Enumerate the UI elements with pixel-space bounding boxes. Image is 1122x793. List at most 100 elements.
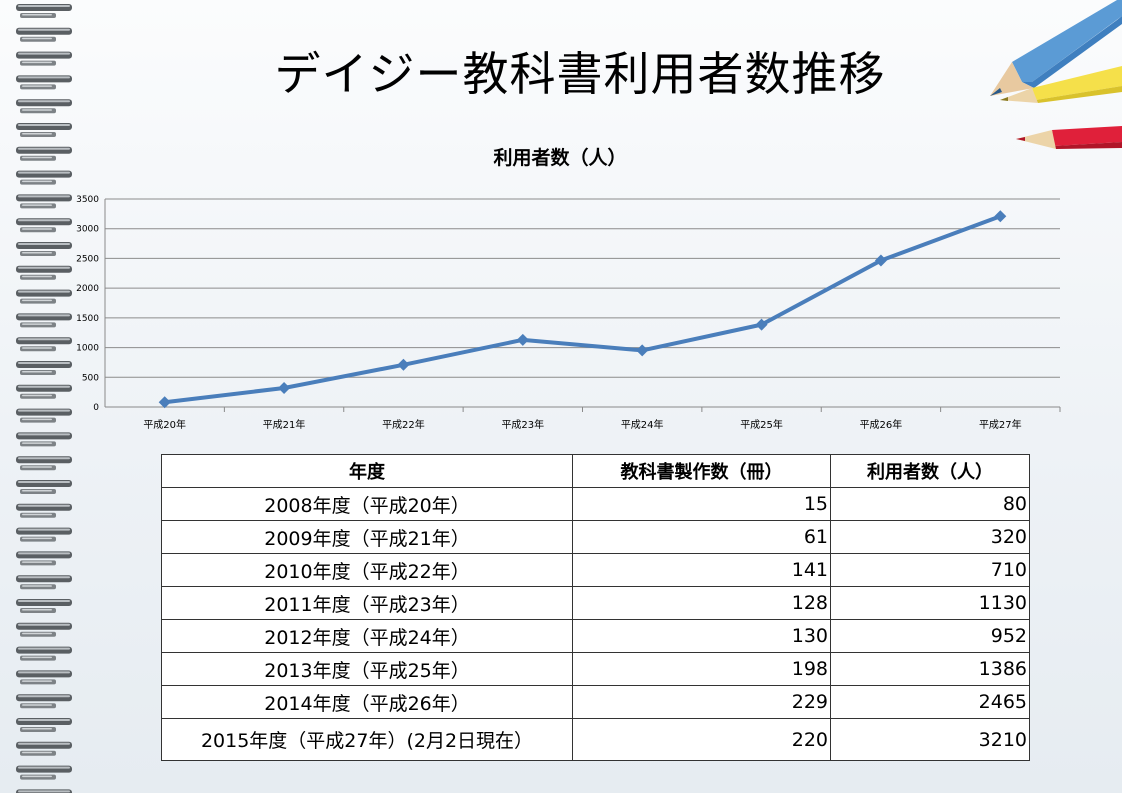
- x-tick-label: 平成22年: [382, 418, 425, 431]
- y-tick-label: 0: [93, 403, 99, 413]
- cell-year: 2009年度（平成21年）: [161, 520, 573, 554]
- binding-ring: [16, 432, 72, 447]
- x-tick-label: 平成24年: [621, 418, 664, 431]
- cell-books: 61: [572, 520, 831, 554]
- slide-title: デイジー教科書利用者数推移: [274, 47, 886, 101]
- data-table: 年度 教科書製作数（冊） 利用者数（人） 2008年度（平成20年） 15 80…: [161, 454, 1030, 761]
- binding-ring: [16, 551, 72, 566]
- x-tick-label: 平成27年: [979, 418, 1022, 431]
- binding-ring: [16, 408, 72, 423]
- chart-gridlines: [105, 198, 1060, 408]
- binding-ring: [16, 123, 72, 137]
- binding-ring: [16, 194, 72, 209]
- cell-year: 2008年度（平成20年）: [161, 487, 573, 521]
- table-row: 2008年度（平成20年） 15 80: [161, 487, 1030, 521]
- cell-books: 141: [572, 553, 831, 587]
- table-row: 2009年度（平成21年） 61 320: [161, 520, 1030, 554]
- cell-users: 320: [830, 520, 1030, 554]
- data-point: [158, 396, 171, 409]
- header-year: 年度: [161, 454, 573, 488]
- y-axis: 0 500 1000 1500 2000 2500 3000 3500: [76, 195, 106, 413]
- binding-ring: [16, 718, 72, 732]
- binding-ring: [16, 527, 72, 542]
- y-tick-label: 2500: [76, 254, 99, 264]
- binding-ring: [16, 384, 72, 399]
- x-axis: 平成20年 平成21年 平成22年 平成23年 平成24年 平成25年 平成26年 平成27年: [143, 407, 1061, 431]
- cell-users: 2465: [830, 685, 1030, 719]
- binding-ring: [16, 4, 72, 18]
- data-point: [755, 318, 768, 331]
- cell-year: 2010年度（平成22年）: [161, 553, 573, 587]
- cell-year: 2014年度（平成26年）: [161, 685, 573, 719]
- binding-ring: [16, 313, 72, 328]
- binding-ring: [16, 99, 72, 114]
- cell-books: 15: [572, 487, 831, 521]
- data-point: [278, 381, 291, 394]
- header-books: 教科書製作数（冊）: [572, 454, 831, 488]
- binding-ring: [16, 670, 72, 685]
- header-users: 利用者数（人）: [830, 454, 1030, 488]
- y-tick-label: 1500: [76, 314, 99, 324]
- table-row: 2012年度（平成24年） 130 952: [161, 619, 1030, 653]
- cell-books: 198: [572, 652, 831, 686]
- series-line: [164, 214, 1002, 405]
- chart-title: 利用者数（人）: [493, 147, 627, 169]
- x-tick-label: 平成23年: [501, 418, 544, 431]
- yellow-pencil: [1000, 66, 1122, 103]
- cell-users: 80: [830, 487, 1030, 521]
- table-row: 2013年度（平成25年） 198 1386: [161, 652, 1030, 686]
- binding-ring: [16, 646, 72, 661]
- table-row: 2014年度（平成26年） 229 2465: [161, 685, 1030, 719]
- binding-ring: [16, 27, 72, 42]
- y-tick-label: 2000: [76, 284, 99, 294]
- binding-ring: [16, 265, 72, 280]
- binding-ring: [16, 789, 72, 793]
- table-row: 2011年度（平成23年） 128 1130: [161, 586, 1030, 620]
- binding-ring: [16, 218, 72, 233]
- cell-users: 1386: [830, 652, 1030, 686]
- table-header-row: 年度 教科書製作数（冊） 利用者数（人）: [161, 454, 1030, 488]
- data-point: [636, 344, 649, 357]
- binding-ring: [16, 75, 72, 90]
- cell-books: 220: [572, 718, 831, 761]
- cell-users: 952: [830, 619, 1030, 653]
- y-tick-label: 1000: [76, 344, 99, 354]
- y-tick-label: 3500: [76, 195, 99, 205]
- binding-ring: [16, 242, 72, 256]
- data-point: [397, 358, 410, 371]
- cell-year: 2011年度（平成23年）: [161, 586, 573, 620]
- y-tick-label: 3000: [76, 225, 99, 235]
- x-tick-label: 平成26年: [860, 418, 903, 431]
- blue-pencil: [990, 0, 1122, 96]
- cell-books: 130: [572, 619, 831, 653]
- data-point: [874, 254, 887, 267]
- binding-ring: [16, 337, 72, 352]
- data-point: [516, 333, 529, 346]
- binding-ring: [16, 575, 72, 590]
- cell-year: 2013年度（平成25年）: [161, 652, 573, 686]
- binding-ring: [16, 599, 72, 613]
- binding-ring: [16, 622, 72, 637]
- table-row: 2015年度（平成27年）(2月2日現在） 220 3210: [161, 718, 1030, 761]
- table-row: 2010年度（平成22年） 141 710: [161, 553, 1030, 587]
- spiral-binding: [16, 4, 72, 793]
- cell-books: 229: [572, 685, 831, 719]
- binding-ring: [16, 146, 72, 161]
- data-point: [994, 210, 1007, 223]
- y-tick-label: 500: [82, 373, 99, 383]
- x-tick-label: 平成25年: [740, 418, 783, 431]
- binding-ring: [16, 170, 72, 185]
- cell-year: 2012年度（平成24年）: [161, 619, 573, 653]
- pencils-decoration: [990, 0, 1122, 149]
- binding-ring: [16, 456, 72, 471]
- binding-ring: [16, 741, 72, 756]
- binding-ring: [16, 361, 72, 375]
- cell-year: 2015年度（平成27年）(2月2日現在）: [161, 718, 573, 761]
- cell-books: 128: [572, 586, 831, 620]
- chart-series: [158, 210, 1007, 409]
- binding-ring: [16, 694, 72, 709]
- x-tick-label: 平成20年: [143, 418, 186, 431]
- cell-users: 1130: [830, 586, 1030, 620]
- x-tick-label: 平成21年: [263, 418, 306, 431]
- binding-ring: [16, 480, 72, 494]
